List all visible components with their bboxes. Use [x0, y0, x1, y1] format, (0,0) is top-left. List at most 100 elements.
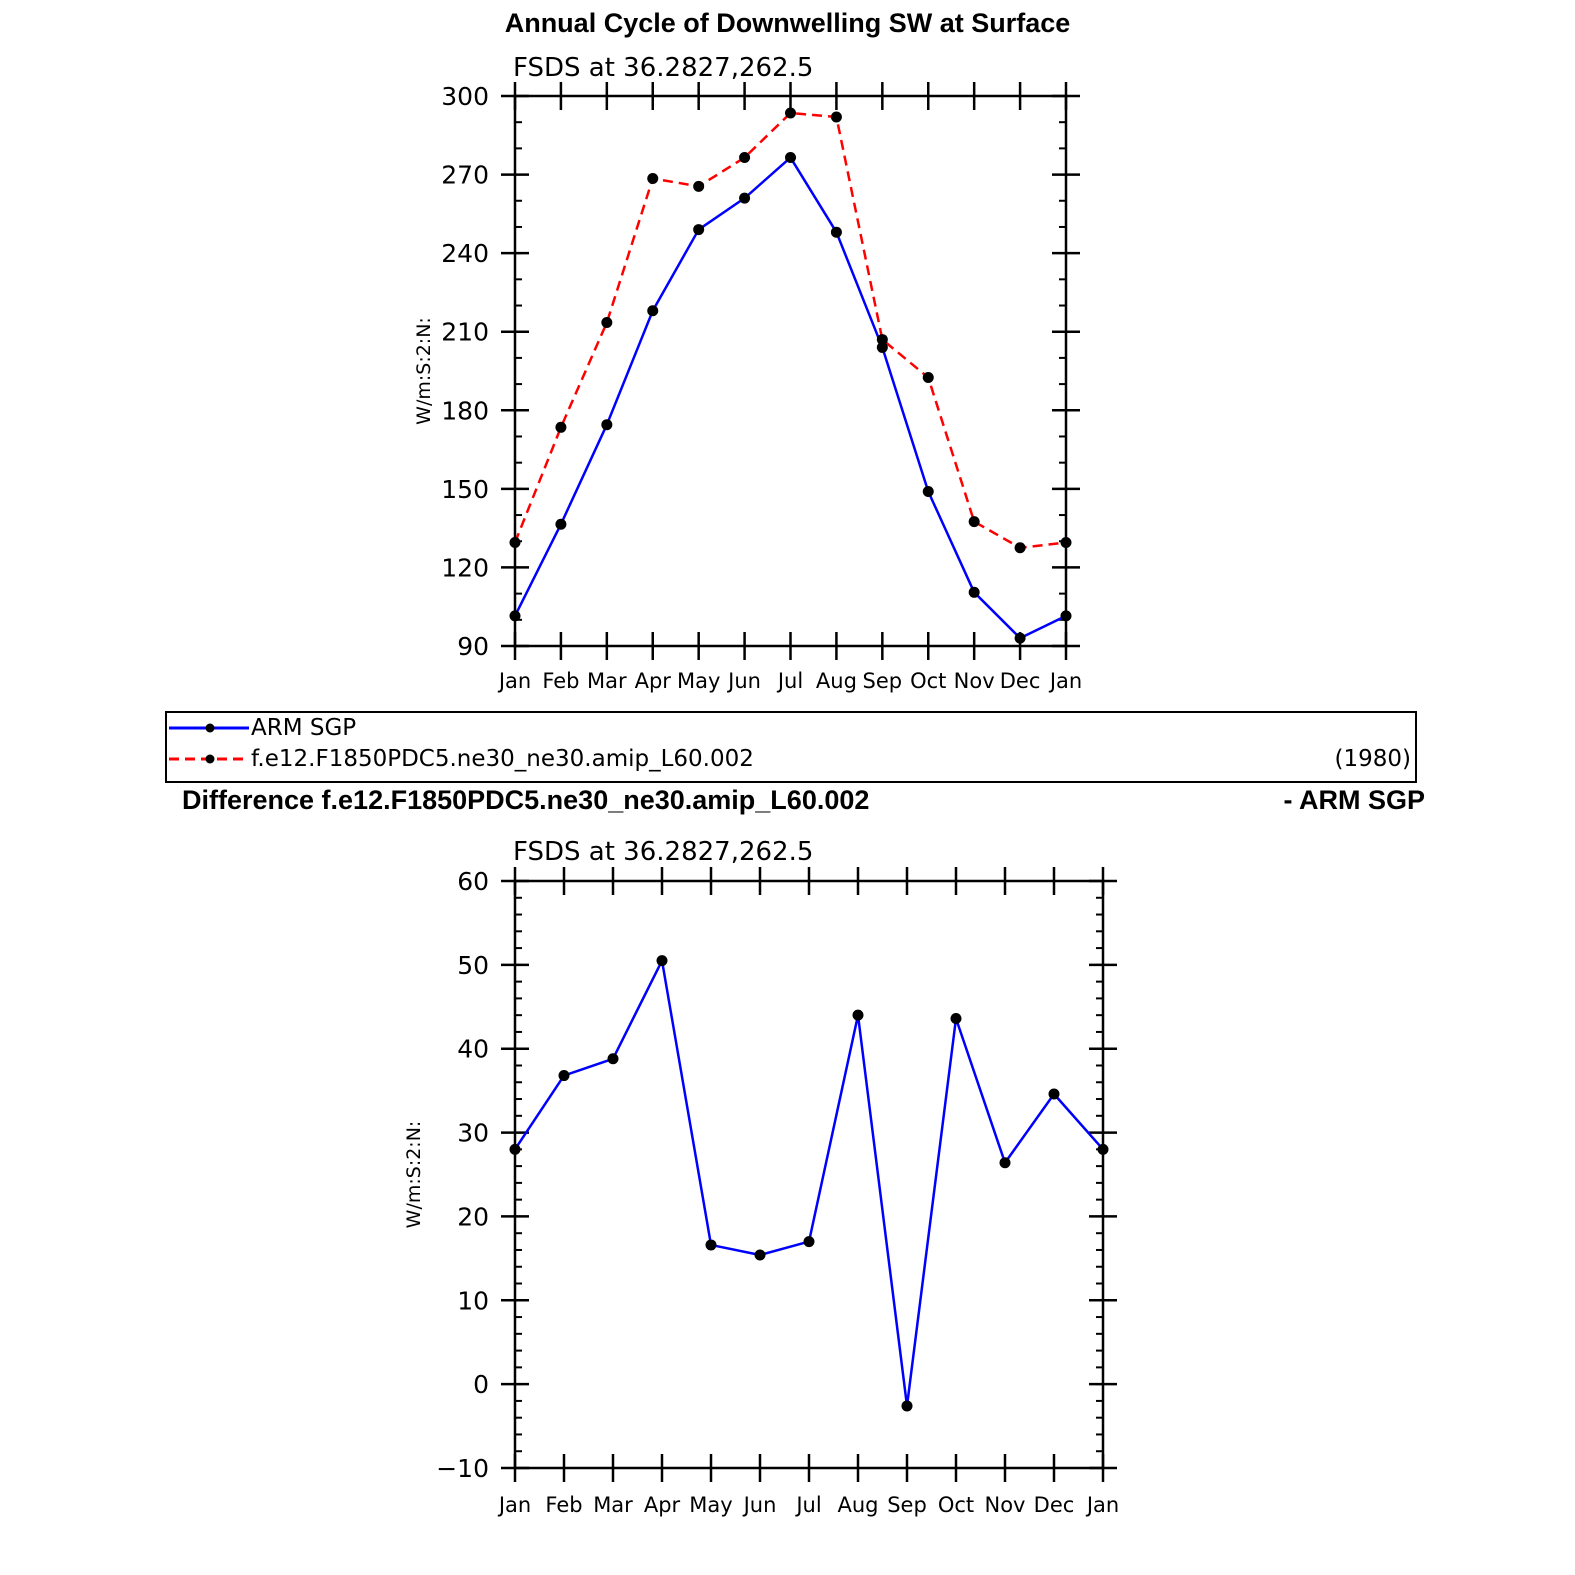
x-tick-label: Feb: [545, 1493, 582, 1517]
legend: ARM SGP f.e12.F1850PDC5.ne30_ne30.amip_L…: [165, 711, 1417, 783]
data-point-series-2: [922, 372, 934, 384]
data-point-series-1: [558, 1070, 570, 1082]
x-tick-label: Jan: [497, 669, 531, 693]
legend-year: (1980): [1334, 746, 1411, 772]
x-tick-label: Oct: [938, 1493, 974, 1517]
data-point-series-1: [852, 1009, 864, 1021]
data-point-series-1: [1097, 1143, 1109, 1155]
data-point-series-2: [1060, 537, 1072, 549]
data-point-series-1: [968, 586, 980, 598]
x-tick-label: Jan: [1085, 1493, 1119, 1517]
difference-title-left: Difference f.e12.F1850PDC5.ne30_ne30.ami…: [182, 785, 870, 815]
data-point-series-1: [785, 152, 796, 164]
data-point-series-1: [739, 192, 751, 204]
legend-model-line-icon: [169, 754, 249, 764]
legend-label-obs: ARM SGP: [251, 715, 357, 741]
y-tick-label: 30: [457, 1119, 489, 1148]
y-tick-label: 150: [441, 475, 489, 504]
y-tick-label: 120: [441, 553, 489, 582]
data-point-series-2: [555, 421, 567, 433]
y-axis-label: W/m:S:2:N:: [413, 317, 435, 425]
legend-item-obs: ARM SGP: [167, 715, 1415, 745]
data-point-series-1: [922, 485, 934, 497]
x-tick-label: Jul: [776, 669, 803, 693]
data-point-series-1: [705, 1239, 717, 1251]
data-point-series-1: [901, 1400, 913, 1412]
data-point-series-1: [555, 518, 567, 530]
x-tick-label: Sep: [887, 1493, 927, 1517]
data-point-series-1: [999, 1157, 1011, 1169]
y-tick-label: 270: [441, 161, 489, 190]
data-point-series-1: [950, 1013, 962, 1025]
data-point-series-1: [1014, 632, 1026, 644]
data-point-series-1: [1048, 1088, 1060, 1100]
data-point-series-2: [876, 334, 888, 346]
data-point-series-2: [509, 537, 521, 549]
y-axis-label: W/m:S:2:N:: [403, 1121, 425, 1229]
x-tick-label: Apr: [644, 1493, 681, 1517]
y-tick-label: 300: [441, 82, 489, 111]
y-tick-label: 240: [441, 239, 489, 268]
series-line-2: [513, 111, 1067, 550]
x-tick-label: Jan: [497, 1493, 531, 1517]
x-tick-label: Jan: [1048, 669, 1082, 693]
x-tick-label: Aug: [816, 669, 857, 693]
y-tick-label: 210: [441, 318, 489, 347]
y-tick-label: 40: [457, 1035, 489, 1064]
data-point-series-1: [693, 224, 705, 236]
x-tick-label: Aug: [837, 1493, 878, 1517]
y-tick-label: 20: [457, 1202, 489, 1231]
data-point-series-1: [656, 955, 668, 967]
data-point-series-2: [968, 516, 980, 528]
x-tick-label: Nov: [954, 669, 995, 693]
y-tick-label: 10: [457, 1286, 489, 1315]
chart-1: FSDS at 36.2827,262.5 W/m:S:2:N: 90 120 150 1…: [413, 53, 1082, 693]
data-point-series-1: [647, 305, 659, 317]
data-point-series-2: [739, 152, 751, 164]
chart-title: FSDS at 36.2827,262.5: [513, 53, 813, 83]
y-tick-label: 0: [473, 1370, 489, 1399]
x-tick-label: Nov: [985, 1493, 1026, 1517]
legend-label-model: f.e12.F1850PDC5.ne30_ne30.amip_L60.002: [251, 746, 754, 772]
x-tick-label: Jun: [726, 669, 761, 693]
x-tick-label: Jun: [742, 1493, 777, 1517]
y-tick-label: −10: [436, 1454, 489, 1483]
data-point-series-1: [509, 610, 521, 622]
data-point-series-1: [830, 226, 842, 238]
y-tick-label: 180: [441, 396, 489, 425]
data-point-series-1: [607, 1053, 619, 1065]
data-point-series-1: [803, 1236, 815, 1248]
data-point-series-2: [1014, 542, 1026, 554]
difference-title-right: - ARM SGP: [1283, 785, 1426, 815]
x-tick-label: Apr: [635, 669, 672, 693]
data-point-series-2: [830, 111, 842, 123]
chart-2: FSDS at 36.2827,262.5 W/m:S:2:N: −10 0 10 20 3…: [403, 837, 1119, 1517]
series-line-1: [513, 156, 1067, 640]
data-point-series-2: [601, 317, 613, 329]
y-tick-label: 60: [457, 867, 489, 896]
data-point-series-2: [647, 173, 659, 184]
x-tick-label: Oct: [910, 669, 946, 693]
x-tick-label: Mar: [587, 669, 627, 693]
x-tick-label: Feb: [542, 669, 579, 693]
plot-frame: [513, 94, 1068, 648]
x-tick-label: Jul: [794, 1493, 821, 1517]
data-point-series-1: [754, 1249, 766, 1261]
x-tick-label: Sep: [863, 669, 903, 693]
chart-title: FSDS at 36.2827,262.5: [513, 837, 813, 867]
x-tick-label: Dec: [1034, 1493, 1075, 1517]
x-tick-label: Dec: [1000, 669, 1041, 693]
main-title: Annual Cycle of Downwelling SW at Surfac…: [504, 8, 1071, 38]
x-tick-label: May: [689, 1493, 732, 1517]
data-point-series-1: [1060, 610, 1072, 622]
data-point-series-1: [509, 1143, 521, 1155]
x-tick-label: Mar: [593, 1493, 633, 1517]
y-tick-label: 50: [457, 951, 489, 980]
x-tick-label: May: [677, 669, 720, 693]
data-point-series-1: [601, 419, 613, 431]
data-point-series-2: [693, 180, 705, 192]
data-point-series-2: [785, 107, 796, 119]
plot-frame: [513, 879, 1105, 1470]
y-tick-label: 90: [457, 632, 489, 661]
